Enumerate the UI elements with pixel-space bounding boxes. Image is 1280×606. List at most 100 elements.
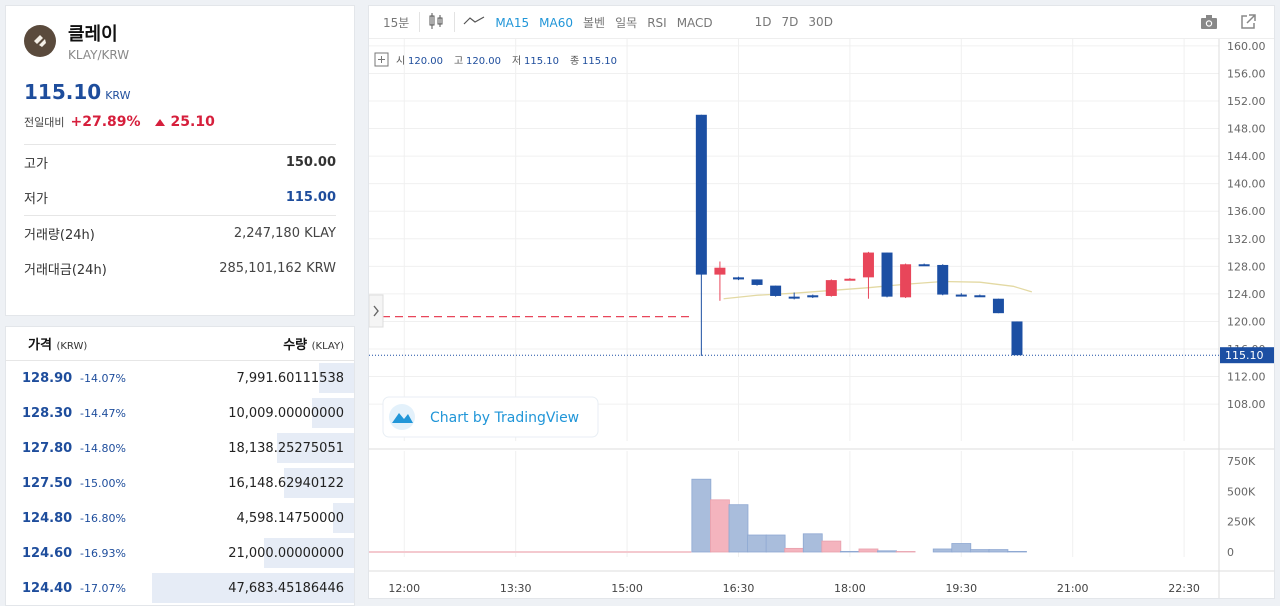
candle-body (1011, 321, 1022, 355)
orderbook-row[interactable]: 124.80-16.80%4,598.14750000 (6, 501, 354, 536)
candle-body (770, 286, 781, 296)
coin-summary-card: 클레이 KLAY/KRW 115.10 KRW 전일대비 +27.89% 25.… (5, 5, 355, 316)
indicator-볼벤[interactable]: 볼벤 (583, 16, 605, 30)
orderbook-price: 127.80 (22, 441, 80, 456)
volume-bar (822, 541, 841, 552)
volume-bar (1007, 551, 1026, 552)
volume-tick-label: 750K (1227, 455, 1256, 468)
price-unit: KRW (105, 89, 130, 102)
orderbook-price: 124.60 (22, 546, 80, 561)
orderbook-row[interactable]: 127.50-15.00%16,148.62940122 (6, 466, 354, 501)
stat-low: 저가 115.00 (24, 180, 336, 215)
price-header: 가격 (KRW) (28, 334, 87, 353)
chart-toolbar: 15분 MA15 MA60 볼벤 일목 RSI MACD 1D 7D 30D (369, 6, 1274, 39)
candle-body (882, 253, 893, 297)
candle-body (789, 297, 800, 299)
volume-bar (952, 544, 971, 552)
orderbook-header: 가격 (KRW) 수량 (KLAY) (6, 327, 354, 361)
indicator-일목[interactable]: 일목 (615, 16, 637, 30)
candle-body (807, 295, 818, 297)
volume-bar (803, 534, 822, 552)
indicator-macd[interactable]: MACD (677, 16, 713, 30)
stat-label: 거래대금(24h) (24, 259, 107, 278)
indicator-ma15[interactable]: MA15 (495, 16, 529, 30)
candle-body (714, 268, 725, 275)
legend-label: 종 (570, 55, 579, 67)
side-toggle-button (369, 295, 383, 327)
candle-body (974, 295, 985, 297)
orderbook-qty: 16,148.62940122 (160, 476, 344, 491)
x-tick-label: 18:00 (834, 582, 866, 595)
stat-value: 150.00 (286, 155, 336, 170)
orderbook-row[interactable]: 124.60-16.93%21,000.00000000 (6, 536, 354, 571)
stat-label: 저가 (24, 188, 48, 207)
stat-volume: 거래량(24h) 2,247,180 KLAY (24, 216, 336, 251)
legend-label: 저 (512, 55, 521, 67)
legend-value: 115.10 (524, 56, 559, 67)
candlestick-chart[interactable]: 160.00156.00152.00148.00144.00140.00136.… (369, 39, 1274, 598)
change-percent: +27.89% (70, 114, 140, 130)
ma-line (724, 281, 1032, 298)
y-tick-label: 156.00 (1227, 67, 1266, 80)
range-30d[interactable]: 30D (808, 15, 833, 29)
volume-bar (766, 535, 785, 552)
y-tick-label: 112.00 (1227, 371, 1266, 384)
stat-label: 거래량(24h) (24, 224, 95, 243)
stat-value: 115.00 (286, 190, 336, 205)
volume-bar (840, 551, 859, 552)
orderbook-row[interactable]: 124.40-17.07%47,683.45186446 (6, 571, 354, 606)
volume-bar (859, 549, 878, 552)
legend-value: 120.00 (408, 56, 443, 67)
candle-body (863, 253, 874, 278)
volume-bar (970, 550, 989, 552)
candle-type-icon[interactable] (428, 12, 444, 33)
last-price-label: 115.10 (1225, 349, 1264, 362)
stat-high: 고가 150.00 (24, 145, 336, 180)
y-tick-label: 148.00 (1227, 123, 1266, 136)
orderbook-qty: 21,000.00000000 (160, 546, 344, 561)
indicator-rsi[interactable]: RSI (647, 16, 667, 30)
candle-body (993, 299, 1004, 313)
orderbook-row[interactable]: 127.80-14.80%18,138.25275051 (6, 431, 354, 466)
orderbook-price: 127.50 (22, 476, 80, 491)
y-tick-label: 140.00 (1227, 178, 1266, 191)
y-tick-label: 124.00 (1227, 288, 1266, 301)
legend-label: 고 (454, 56, 463, 67)
change-label: 전일대비 (24, 114, 64, 130)
external-link-icon[interactable] (1240, 14, 1256, 33)
volume-bar (692, 479, 711, 552)
volume-bar (933, 549, 952, 552)
klay-logo-icon (24, 25, 56, 57)
volume-bar (785, 548, 804, 552)
volume-tick-label: 0 (1227, 546, 1234, 559)
orderbook-price: 124.80 (22, 511, 80, 526)
camera-icon[interactable] (1200, 14, 1218, 33)
candle-body (752, 279, 763, 285)
stat-turnover: 거래대금(24h) 285,101,162 KRW (24, 251, 336, 286)
range-7d[interactable]: 7D (782, 15, 799, 29)
candle-body (733, 277, 744, 279)
orderbook-percent: -14.47% (80, 407, 160, 420)
orderbook-price: 128.90 (22, 371, 80, 386)
candle-body (900, 264, 911, 297)
x-tick-label: 22:30 (1168, 582, 1200, 595)
orderbook-qty: 4,598.14750000 (160, 511, 344, 526)
range-1d[interactable]: 1D (755, 15, 772, 29)
x-tick-label: 16:30 (723, 582, 755, 595)
stat-value: 285,101,162 KRW (219, 261, 336, 276)
qty-header: 수량 (KLAY) (283, 334, 344, 353)
indicator-ma60[interactable]: MA60 (539, 16, 573, 30)
coin-name: 클레이 (68, 20, 129, 46)
orderbook-price: 124.40 (22, 581, 80, 596)
orderbook-row[interactable]: 128.30-14.47%10,009.00000000 (6, 396, 354, 431)
volume-tick-label: 250K (1227, 516, 1256, 529)
line-type-icon[interactable] (463, 14, 485, 31)
interval-selector[interactable]: 15분 (383, 14, 409, 31)
volume-bar (989, 550, 1008, 552)
x-tick-label: 15:00 (611, 582, 643, 595)
stats-table: 고가 150.00 저가 115.00 거래량(24h) 2,247,180 K… (24, 144, 336, 286)
orderbook-percent: -17.07% (80, 582, 160, 595)
orderbook-row[interactable]: 128.90-14.07%7,991.60111538 (6, 361, 354, 396)
orderbook-qty: 7,991.60111538 (160, 371, 344, 386)
